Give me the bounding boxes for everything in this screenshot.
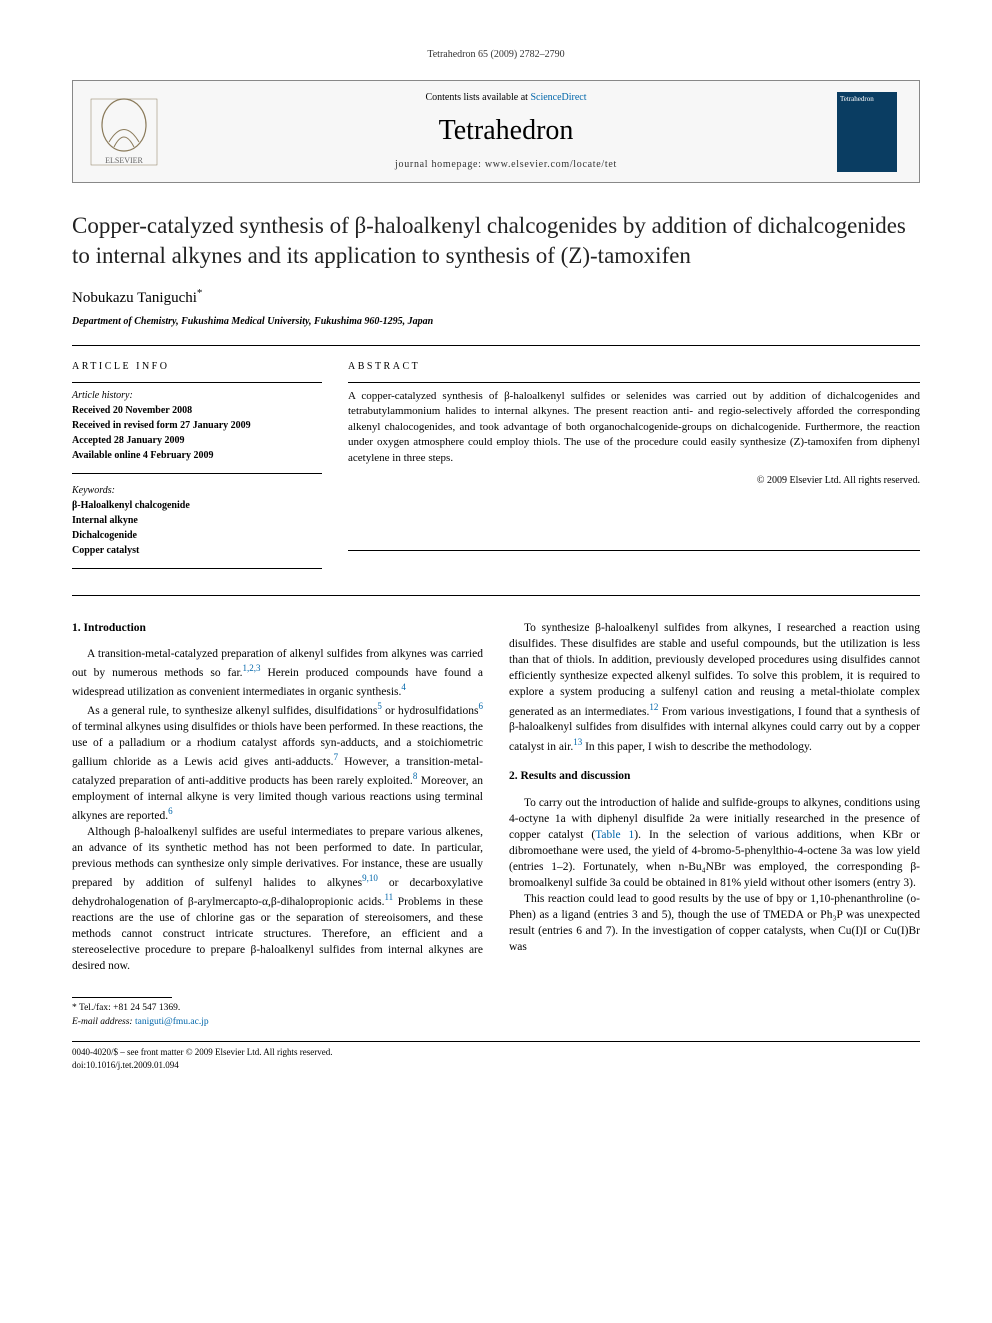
corresponding-tel: * Tel./fax: +81 24 547 1369. bbox=[72, 1002, 920, 1015]
elsevier-logo: ELSEVIER bbox=[85, 93, 163, 171]
history-label: Article history: bbox=[72, 389, 322, 403]
article-info-box: ARTICLE INFO Article history: Received 2… bbox=[72, 360, 322, 575]
paragraph: This reaction could lead to good results… bbox=[509, 891, 920, 955]
author-line: Nobukazu Taniguchi* bbox=[72, 286, 920, 309]
body-text: In this paper, I wish to describe the me… bbox=[582, 740, 812, 752]
ref-link[interactable]: 4 bbox=[401, 682, 406, 692]
section-heading-results: 2. Results and discussion bbox=[509, 768, 920, 784]
corresponding-star-icon: * bbox=[197, 287, 203, 299]
article-info-heading: ARTICLE INFO bbox=[72, 360, 322, 374]
email-line: E-mail address: taniguti@fmu.ac.jp bbox=[72, 1016, 920, 1029]
article-title: Copper-catalyzed synthesis of β-haloalke… bbox=[72, 211, 920, 270]
meta-row: ARTICLE INFO Article history: Received 2… bbox=[72, 360, 920, 575]
journal-homepage: journal homepage: www.elsevier.com/locat… bbox=[189, 158, 823, 172]
affiliation: Department of Chemistry, Fukushima Medic… bbox=[72, 315, 920, 329]
email-link[interactable]: taniguti@fmu.ac.jp bbox=[135, 1017, 209, 1027]
email-label: E-mail address: bbox=[72, 1017, 133, 1027]
keywords-label: Keywords: bbox=[72, 484, 322, 498]
ref-link[interactable]: 9,10 bbox=[362, 873, 378, 883]
accepted-date: Accepted 28 January 2009 bbox=[72, 434, 322, 448]
paragraph: To synthesize β-haloalkenyl sulfides fro… bbox=[509, 620, 920, 754]
doi-line: doi:10.1016/j.tet.2009.01.094 bbox=[72, 1059, 920, 1072]
online-date: Available online 4 February 2009 bbox=[72, 449, 322, 463]
masthead: ELSEVIER Contents lists available at Sci… bbox=[72, 80, 920, 183]
ref-link[interactable]: 13 bbox=[573, 737, 582, 747]
abstract-box: ABSTRACT A copper-catalyzed synthesis of… bbox=[348, 360, 920, 575]
paragraph: As a general rule, to synthesize alkenyl… bbox=[72, 700, 483, 824]
issn-line: 0040-4020/$ – see front matter © 2009 El… bbox=[72, 1046, 920, 1059]
paragraph: A transition-metal-catalyzed preparation… bbox=[72, 646, 483, 700]
author-name: Nobukazu Taniguchi bbox=[72, 290, 197, 306]
svg-text:ELSEVIER: ELSEVIER bbox=[105, 156, 143, 165]
section-heading-intro: 1. Introduction bbox=[72, 620, 483, 636]
sciencedirect-link[interactable]: ScienceDirect bbox=[530, 92, 586, 103]
paragraph: Although β-haloalkenyl sulfides are usef… bbox=[72, 824, 483, 975]
running-header: Tetrahedron 65 (2009) 2782–2790 bbox=[72, 48, 920, 62]
contents-prefix: Contents lists available at bbox=[425, 92, 530, 103]
divider bbox=[72, 345, 920, 346]
journal-name: Tetrahedron bbox=[189, 111, 823, 150]
keyword: β-Haloalkenyl chalcogenide bbox=[72, 499, 322, 513]
abstract-text: A copper-catalyzed synthesis of β-haloal… bbox=[348, 389, 920, 466]
contents-available-line: Contents lists available at ScienceDirec… bbox=[189, 91, 823, 105]
ref-link[interactable]: 6 bbox=[479, 701, 484, 711]
footnote-block: * Tel./fax: +81 24 547 1369. E-mail addr… bbox=[72, 997, 920, 1030]
ref-link[interactable]: 11 bbox=[385, 892, 394, 902]
body-text: or hydrosulfidations bbox=[382, 705, 479, 717]
revised-date: Received in revised form 27 January 2009 bbox=[72, 419, 322, 433]
divider bbox=[72, 595, 920, 596]
received-date: Received 20 November 2008 bbox=[72, 404, 322, 418]
divider bbox=[72, 1041, 920, 1042]
body-text: As a general rule, to synthesize alkenyl… bbox=[87, 705, 377, 717]
abstract-copyright: © 2009 Elsevier Ltd. All rights reserved… bbox=[348, 474, 920, 488]
body-columns: 1. Introduction A transition-metal-catal… bbox=[72, 620, 920, 975]
keyword: Dichalcogenide bbox=[72, 529, 322, 543]
journal-cover-thumb: Tetrahedron bbox=[837, 92, 897, 172]
ref-link[interactable]: 6 bbox=[168, 806, 173, 816]
ref-link[interactable]: 1,2,3 bbox=[243, 663, 261, 673]
paragraph: To carry out the introduction of halide … bbox=[509, 795, 920, 892]
body-text: To synthesize β-haloalkenyl sulfides fro… bbox=[509, 622, 920, 717]
keyword: Copper catalyst bbox=[72, 544, 322, 558]
masthead-center: Contents lists available at ScienceDirec… bbox=[189, 91, 823, 172]
keyword: Internal alkyne bbox=[72, 514, 322, 528]
abstract-heading: ABSTRACT bbox=[348, 360, 920, 374]
cover-thumb-title: Tetrahedron bbox=[840, 95, 894, 105]
table-link[interactable]: Table 1 bbox=[595, 829, 634, 841]
